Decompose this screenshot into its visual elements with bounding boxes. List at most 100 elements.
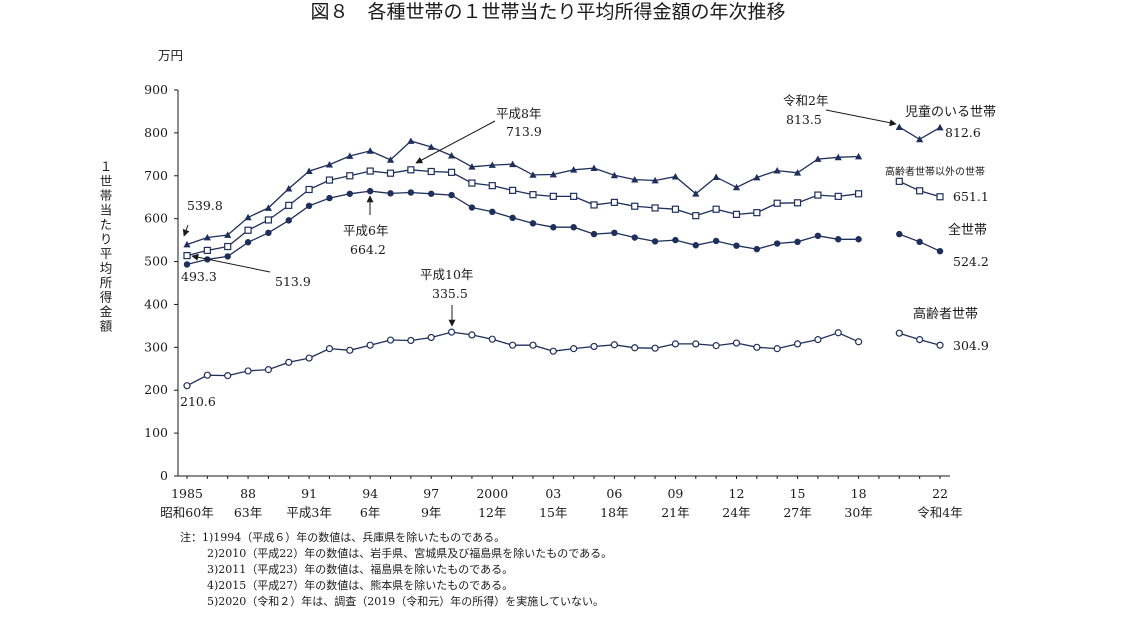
data-point (366, 167, 374, 175)
series-line (186, 331, 859, 387)
data-point (447, 328, 456, 336)
y-tick-label: 800 (144, 125, 168, 140)
data-point (916, 135, 924, 143)
data-point (509, 160, 517, 168)
data-point (753, 343, 761, 351)
data-point (854, 190, 863, 198)
label-non-elderly-households: 高齢者世帯以外の世帯 (885, 165, 985, 178)
data-point (732, 339, 741, 347)
data-point (854, 338, 863, 346)
y-axis-label: １世帯当たり平均所得金額 (98, 160, 113, 334)
data-point (244, 367, 252, 375)
x-tick-label: 15 (790, 486, 806, 501)
series-0 (183, 123, 944, 248)
data-point (814, 232, 822, 240)
data-point (712, 205, 720, 213)
data-point (224, 253, 231, 260)
data-point (631, 176, 639, 183)
series-1 (183, 166, 944, 260)
arrow-h8 (415, 120, 496, 164)
data-point (509, 214, 516, 222)
data-point (712, 342, 720, 350)
x-tick-label: 97 (423, 486, 439, 501)
data-point (896, 230, 903, 238)
label-all-households: 全世帯 (948, 222, 987, 238)
axes (174, 89, 950, 479)
data-point (936, 247, 944, 255)
x-tick-sublabel: 63年 (234, 505, 262, 520)
ann-r2-label: 令和2年 (783, 93, 828, 108)
data-point (509, 186, 517, 194)
value-non-elderly-2022: 651.1 (953, 189, 989, 204)
data-point (855, 236, 862, 243)
ann-h10-value: 335.5 (432, 286, 468, 301)
label-child-households: 児童のいる世帯 (905, 104, 996, 120)
data-point (672, 236, 679, 244)
data-point (773, 199, 781, 207)
x-tick-label: 09 (667, 486, 683, 501)
data-point (793, 169, 802, 176)
x-tick-label: 22 (932, 486, 948, 501)
y-tick-label: 700 (144, 168, 168, 183)
data-point (671, 340, 680, 348)
data-point (712, 237, 720, 245)
data-point (610, 171, 618, 179)
arrow-1985-child (182, 224, 190, 237)
data-point (488, 182, 496, 190)
data-point (549, 192, 557, 200)
data-point (529, 191, 537, 199)
data-point (814, 191, 822, 199)
y-tick-label: 100 (144, 425, 168, 440)
data-point (814, 155, 822, 162)
data-point (671, 205, 680, 213)
note-3: 3)2011（平成23）年の数値は、福島県を除いたものである。 (207, 562, 513, 576)
data-point (651, 238, 659, 245)
note-1: 注：1)1994（平成６）年の数値は、兵庫県を除いたものである。 (180, 530, 505, 544)
x-tick-label: 06 (606, 486, 622, 501)
data-point (264, 216, 273, 224)
ann-h10-label: 平成10年 (420, 267, 473, 282)
data-point (203, 233, 211, 241)
data-point (468, 163, 476, 170)
data-point (489, 208, 496, 216)
y-tick-label: 600 (144, 211, 168, 226)
data-point (285, 217, 292, 224)
data-point (834, 329, 842, 337)
data-point (793, 199, 802, 207)
data-point (549, 347, 557, 355)
data-point (936, 193, 944, 201)
ann-h6-value: 664.2 (350, 242, 386, 257)
data-point (651, 176, 659, 184)
x-tick-sublabel: 6年 (360, 505, 380, 520)
data-point (386, 169, 395, 177)
data-point (854, 152, 863, 160)
y-tick-label: 900 (144, 82, 168, 97)
data-point (183, 251, 191, 260)
chart-title: 図８ 各種世帯の１世帯当たり平均所得金額の年次推移 (310, 1, 785, 23)
ann-1985-child: 539.8 (187, 198, 223, 213)
x-tick-label: 03 (545, 486, 561, 501)
data-point (407, 189, 415, 196)
data-point (244, 239, 252, 246)
label-elderly-households: 高齢者世帯 (913, 306, 978, 322)
arrow-r2 (825, 109, 897, 127)
series-2 (183, 187, 944, 268)
data-point (549, 170, 557, 178)
data-point (936, 341, 944, 349)
data-point (733, 242, 740, 249)
x-tick-sublabel: 平成3年 (286, 505, 331, 520)
data-point (468, 179, 476, 187)
x-tick-sublabel: 24年 (722, 505, 750, 520)
data-point (895, 123, 903, 130)
data-point (732, 210, 741, 218)
x-tick-sublabel: 15年 (539, 505, 567, 520)
data-point (570, 224, 577, 231)
x-tick-sublabel: 18年 (600, 505, 628, 520)
data-point (916, 187, 924, 195)
series-3 (183, 328, 944, 390)
data-point (753, 245, 761, 253)
data-point (285, 185, 293, 192)
ann-1985-elder: 210.6 (180, 394, 216, 409)
y-tick-label: 300 (144, 339, 168, 354)
